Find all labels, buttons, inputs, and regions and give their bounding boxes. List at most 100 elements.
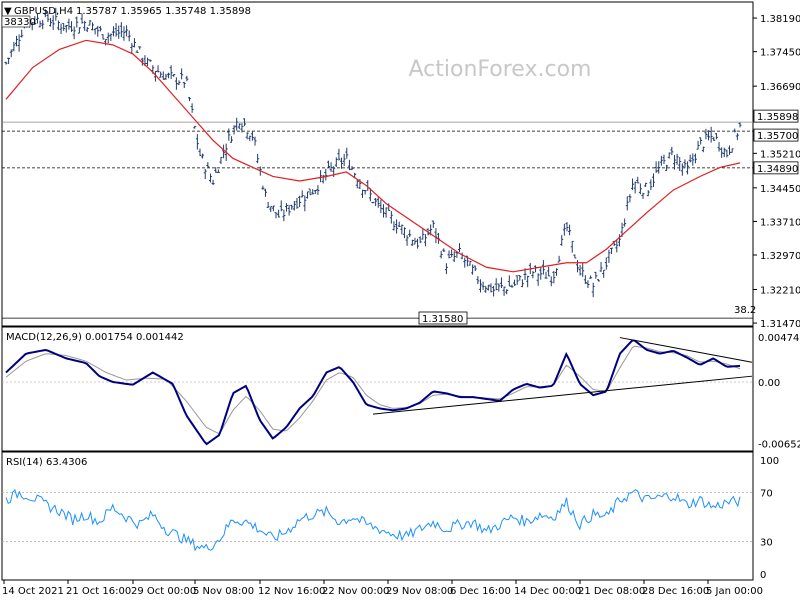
macd-support-trendline <box>372 375 753 415</box>
ohlc-bar <box>319 170 323 183</box>
low-price-tag <box>418 311 468 325</box>
ohlc-bar <box>631 178 635 190</box>
ohlc-bar <box>350 166 354 171</box>
ohlc-bar <box>83 20 87 31</box>
ohlc-bar <box>654 161 658 173</box>
ohlc-bar <box>478 279 482 293</box>
ohlc-bar <box>531 271 535 279</box>
ohlc-bar <box>381 204 385 218</box>
ohlc-bar <box>114 23 118 37</box>
ohlc-bar <box>287 204 291 216</box>
ohlc-bar <box>355 179 359 189</box>
ohlc-bar <box>680 163 684 176</box>
price-axis-label: 1.31470 <box>760 319 800 330</box>
ohlc-bar <box>292 200 296 211</box>
ohlc-bar <box>167 72 171 79</box>
ohlc-bar <box>30 22 34 31</box>
ohlc-bar <box>237 123 241 130</box>
ohlc-bar <box>492 285 496 297</box>
ohlc-bar <box>395 219 399 234</box>
ohlc-bar <box>733 128 737 133</box>
ohlc-bar <box>345 147 349 159</box>
ohlc-bar <box>591 282 595 298</box>
ohlc-bar <box>701 146 705 153</box>
ohlc-bar <box>91 22 95 31</box>
ohlc-bar <box>146 57 150 67</box>
rsi-axis-label: 70 <box>760 489 773 500</box>
ohlc-bar <box>707 130 711 141</box>
ohlc-bar <box>243 118 247 127</box>
ohlc-bar <box>216 169 220 174</box>
ohlc-bar <box>615 239 619 253</box>
time-axis-label: 5 Nov 08:00 <box>193 586 254 597</box>
ohlc-bar <box>699 137 703 145</box>
ohlc-bar <box>156 65 160 73</box>
time-axis-label: 21 Dec 08:00 <box>578 586 645 597</box>
macd-axis-label: -0.006526 <box>758 440 800 451</box>
ohlc-bar <box>9 49 13 58</box>
ohlc-bar <box>408 229 412 238</box>
ohlc-bar <box>497 283 501 292</box>
ohlc-bar <box>206 162 210 168</box>
low-price-label: 1.31580 <box>422 314 463 325</box>
chart-menu-icon[interactable]: ▼ <box>4 6 12 17</box>
ohlc-bar <box>651 173 655 188</box>
ohlc-bar <box>625 196 629 211</box>
ohlc-bar <box>720 147 724 158</box>
ohlc-bar <box>229 136 233 143</box>
symbol-label: GBPUSD,H4 <box>14 6 73 17</box>
price-axis-label: 1.33710 <box>760 217 800 228</box>
ohlc-bar <box>232 125 236 135</box>
ohlc-bar <box>473 265 477 272</box>
price-axis-label: 1.32210 <box>760 286 800 297</box>
rsi-axis-label: 0 <box>760 570 766 581</box>
ohlc-bar <box>159 71 163 78</box>
time-axis-label: 28 Dec 16:00 <box>642 586 709 597</box>
ohlc-bar <box>222 144 226 159</box>
ohlc-bar <box>557 255 561 263</box>
ohlc-bar <box>539 266 543 280</box>
ohlc-bar <box>693 153 697 164</box>
ohlc-bar <box>573 254 577 259</box>
ohlc-bar <box>649 179 653 191</box>
rsi-axis-label: 100 <box>760 456 779 467</box>
ohlc-bar <box>148 59 152 62</box>
ohlc-bar <box>127 30 131 42</box>
ohlc-bar <box>646 190 650 197</box>
time-axis-label: 29 Nov 08:00 <box>386 586 453 597</box>
ohlc-bar <box>730 148 734 153</box>
ohlc-bar <box>589 275 593 279</box>
time-axis-label: 5 Jan 00:00 <box>706 586 763 597</box>
time-axis-label: 21 Oct 16:00 <box>66 586 131 597</box>
ohlc-bar <box>245 132 249 140</box>
ohlc-bar <box>203 168 207 180</box>
time-axis-label: 12 Nov 16:00 <box>258 586 325 597</box>
ohlc-bar <box>347 159 351 171</box>
ohlc-bar <box>562 223 566 236</box>
ohlc-bar <box>502 286 506 296</box>
ohlc-bar <box>104 38 108 46</box>
ohlc-bar <box>735 133 739 141</box>
ohlc-bar <box>119 22 123 38</box>
ohlc-bar <box>578 264 582 276</box>
ohlc-bar <box>49 17 53 27</box>
ohlc-bar <box>140 57 144 66</box>
ohlc-bar <box>195 134 199 150</box>
ohlc-bar <box>253 136 257 146</box>
rsi-title: RSI(14) 63.4306 <box>6 457 87 468</box>
ohlc-bar <box>85 27 89 33</box>
ohlc-bar <box>12 41 16 52</box>
ohlc-bar <box>20 29 24 38</box>
ohlc-bar <box>610 247 614 254</box>
ohlc-bar <box>51 15 55 30</box>
ohlc-bar <box>88 20 92 26</box>
ohlc-readout: 1.35787 1.35965 1.35748 1.35898 <box>76 6 251 17</box>
ohlc-bar <box>691 153 695 166</box>
ohlc-bar <box>80 13 84 24</box>
ohlc-bar <box>489 283 493 293</box>
price-axis-label: 1.37450 <box>760 48 800 59</box>
ohlc-bar <box>452 251 456 262</box>
ohlc-bar <box>190 103 194 113</box>
level-price-tag <box>753 128 799 142</box>
ohlc-bar <box>602 269 606 278</box>
